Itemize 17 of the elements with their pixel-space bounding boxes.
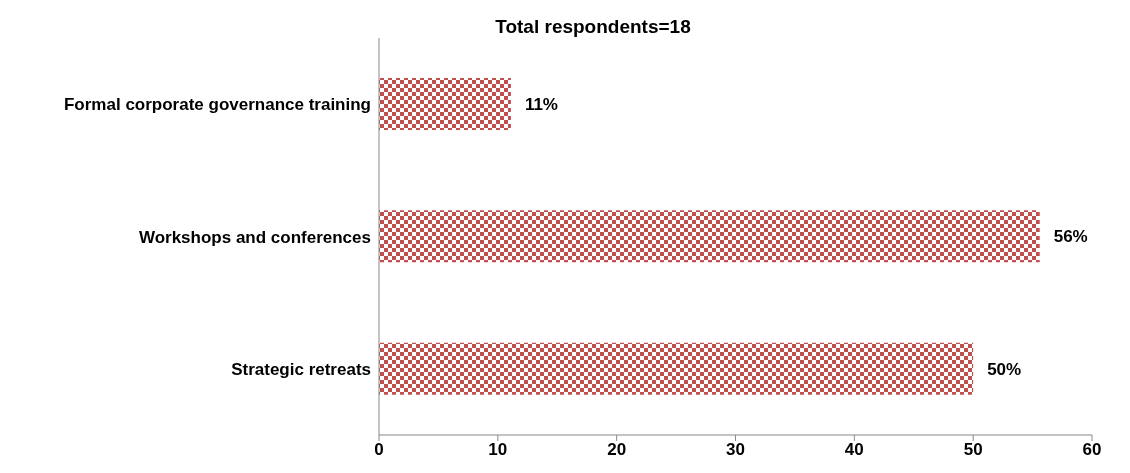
chart-title: Total respondents=18 — [494, 16, 692, 38]
y-tick-label: Formal corporate governance training — [63, 95, 371, 115]
data-label: 50% — [987, 359, 1022, 379]
x-tick-label: 60 — [1082, 440, 1102, 460]
y-tick-label: Strategic retreats — [231, 359, 371, 379]
data-label: 11% — [524, 95, 558, 114]
bar — [379, 78, 511, 130]
data-label: 56% — [1053, 227, 1088, 247]
x-tick-label: 0 — [374, 440, 384, 460]
bar — [379, 210, 1040, 263]
x-tick-label: 10 — [488, 440, 508, 460]
y-tick-label: Workshops and conferences — [138, 227, 371, 247]
x-tick-label: 30 — [726, 440, 745, 460]
x-tick-label: 20 — [607, 440, 627, 460]
x-tick-label: 40 — [844, 440, 864, 460]
bar — [379, 342, 974, 395]
x-tick-label: 50 — [963, 440, 983, 460]
